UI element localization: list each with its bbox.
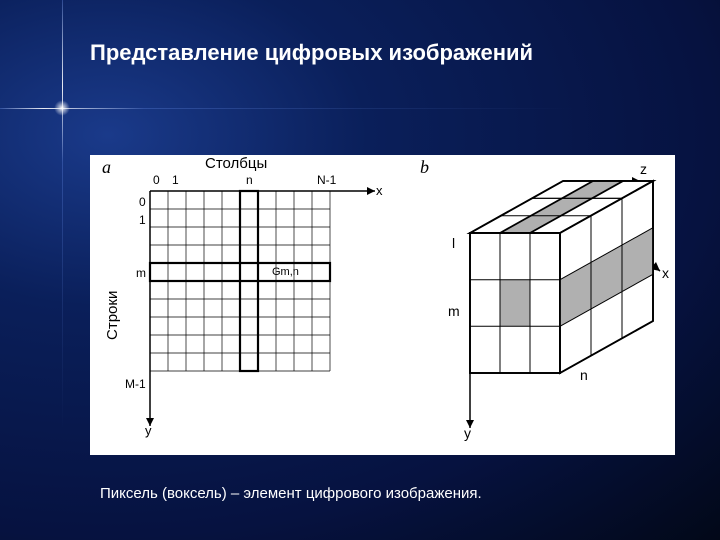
ytick-m: m [136,266,146,280]
flare-vertical [62,0,63,540]
flare-horizontal [0,108,720,109]
y-axis-label-b: y [464,425,471,441]
z-axis-label: z [640,161,647,177]
xtick-N1: N-1 [317,173,336,187]
lens-flare [42,88,82,128]
flare-core [52,98,72,118]
cell-label: Gm,n [272,266,299,278]
panel-a-grid [120,171,390,441]
slide-caption: Пиксель (воксель) – элемент цифрового из… [100,485,482,502]
x-axis-label-b: x [662,265,669,281]
figure-container: a Столбцы Строки 0 1 n [90,155,675,455]
y-axis-label: y [145,423,152,438]
m-label: m [448,303,460,319]
xtick-1: 1 [172,173,179,187]
xtick-0: 0 [153,173,160,187]
rows-label: Строки [104,291,121,340]
panel-a-label: a [102,157,111,178]
columns-label: Столбцы [205,155,267,172]
ytick-1: 1 [139,213,146,227]
ytick-M1: M-1 [125,377,146,391]
slide-title: Представление цифровых изображений [90,40,533,66]
l-label: l [452,235,455,251]
ytick-0: 0 [139,195,146,209]
xtick-n: n [246,173,253,187]
x-axis-label: x [376,183,383,198]
n-label: n [580,367,588,383]
